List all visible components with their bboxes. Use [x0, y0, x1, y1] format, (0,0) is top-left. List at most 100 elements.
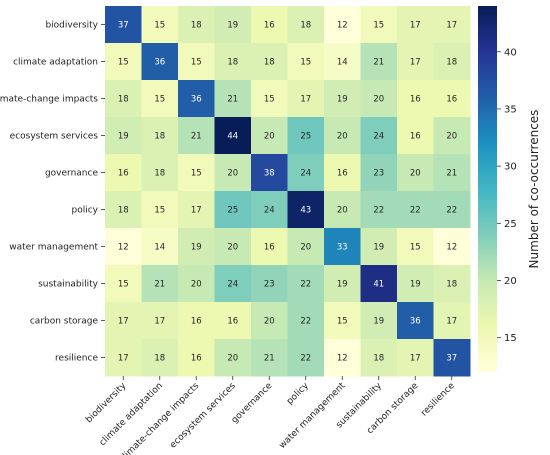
heatmap-cell	[324, 117, 361, 155]
heatmap-cell	[214, 117, 252, 155]
colorbar-tick-label: 15	[504, 333, 517, 344]
heatmap-cell	[105, 80, 142, 118]
cell-value-label: 15	[410, 243, 421, 253]
cell-value-label: 15	[337, 317, 348, 327]
heatmap-cell	[433, 228, 471, 266]
heatmap-cell	[360, 191, 398, 229]
heatmap-cell	[287, 228, 325, 266]
row-tick-label: water management	[9, 243, 98, 253]
heatmap-cell	[105, 191, 142, 229]
heatmap-cell	[178, 191, 215, 229]
heatmap-cell	[141, 265, 179, 303]
cell-value-label: 19	[337, 95, 348, 105]
heatmap-cell	[214, 228, 252, 266]
column-tick-label: climate adaptation	[98, 381, 165, 448]
cell-value-label: 36	[191, 95, 202, 105]
heatmap-cell	[324, 154, 361, 192]
heatmap-cells: 37 15 18 19 16 18 12 15 17 17 15 36 15 18 18 15 14 21 17 18…	[105, 6, 471, 377]
heatmap-cell	[324, 265, 361, 303]
heatmap-cell	[141, 154, 179, 192]
cell-value-label: 17	[191, 206, 202, 216]
cell-value-label: 18	[118, 206, 129, 216]
heatmap-cell	[178, 265, 215, 303]
heatmap-cell	[287, 117, 325, 155]
cell-value-label: 20	[300, 243, 311, 253]
heatmap-cell	[324, 80, 361, 118]
heatmap-cell	[251, 191, 288, 229]
heatmap-cell	[178, 117, 215, 155]
column-tick-label: resilience	[419, 381, 457, 419]
cell-value-label: 16	[337, 169, 348, 179]
heatmap-cell	[287, 43, 325, 81]
cell-value-label: 23	[373, 169, 384, 179]
cell-value-label: 17	[118, 317, 129, 327]
cell-value-label: 22	[446, 206, 457, 216]
heatmap-cell	[214, 191, 252, 229]
heatmap-cell	[433, 191, 471, 229]
heatmap-cell	[433, 154, 471, 192]
cell-value-label: 19	[373, 317, 384, 327]
heatmap-cell	[324, 228, 361, 266]
heatmap-cell	[287, 265, 325, 303]
cell-value-label: 16	[118, 169, 129, 179]
heatmap-cell	[287, 339, 325, 377]
cell-value-label: 21	[227, 95, 238, 105]
row-tick-label: carbon storage	[30, 317, 99, 327]
cell-value-label: 14	[154, 243, 165, 253]
heatmap-cell	[141, 80, 179, 118]
colorbar-tick-label: 20	[504, 276, 517, 287]
heatmap-cell	[324, 339, 361, 377]
row-tick-label: resilience	[55, 354, 98, 364]
cell-value-label: 18	[227, 58, 238, 68]
heatmap-cell	[324, 43, 361, 81]
row-tick-label: governance	[45, 169, 98, 179]
cell-value-label: 25	[227, 206, 238, 216]
cell-value-label: 19	[373, 243, 384, 253]
heatmap-cell	[178, 43, 215, 81]
row-tick-label: climate-change impacts	[0, 95, 98, 105]
heatmap-cell	[397, 302, 434, 340]
cell-value-label: 19	[191, 243, 202, 253]
heatmap-cell	[360, 6, 398, 44]
cell-value-label: 16	[191, 354, 202, 364]
heatmap-cell	[324, 191, 361, 229]
heatmap-cell	[105, 265, 142, 303]
cell-value-label: 18	[191, 21, 202, 31]
cell-value-label: 16	[410, 132, 421, 142]
heatmap-cell	[105, 43, 142, 81]
cell-value-label: 18	[154, 132, 165, 142]
cell-value-label: 43	[300, 206, 311, 216]
cell-value-label: 22	[300, 354, 311, 364]
cell-value-label: 19	[337, 280, 348, 290]
heatmap-cell	[287, 191, 325, 229]
heatmap-cell	[214, 80, 252, 118]
colorbar-ticks: 15 20 25 30 35 40	[497, 47, 517, 344]
heatmap-cell	[397, 265, 434, 303]
cell-value-label: 16	[264, 21, 275, 31]
cell-value-label: 24	[264, 206, 275, 216]
heatmap-cell	[287, 80, 325, 118]
colorbar-gradient	[478, 6, 497, 372]
cell-value-label: 18	[118, 95, 129, 105]
cell-value-label: 24	[227, 280, 238, 290]
cell-value-label: 15	[300, 58, 311, 68]
heatmap-cell	[397, 6, 434, 44]
cell-value-label: 23	[264, 280, 275, 290]
cell-value-label: 16	[227, 317, 238, 327]
heatmap-cell	[105, 302, 142, 340]
cell-value-label: 15	[118, 280, 129, 290]
heatmap-cell	[360, 302, 398, 340]
heatmap-cell	[141, 228, 179, 266]
cell-value-label: 20	[264, 132, 275, 142]
cell-value-label: 14	[337, 58, 348, 68]
cell-value-label: 20	[227, 243, 238, 253]
cell-value-label: 44	[227, 132, 238, 142]
cell-value-label: 15	[118, 58, 129, 68]
cell-value-label: 15	[154, 206, 165, 216]
cell-value-label: 16	[191, 317, 202, 327]
heatmap-cell	[251, 43, 288, 81]
cell-value-label: 20	[264, 317, 275, 327]
heatmap-cell	[251, 228, 288, 266]
cell-value-label: 17	[410, 58, 421, 68]
